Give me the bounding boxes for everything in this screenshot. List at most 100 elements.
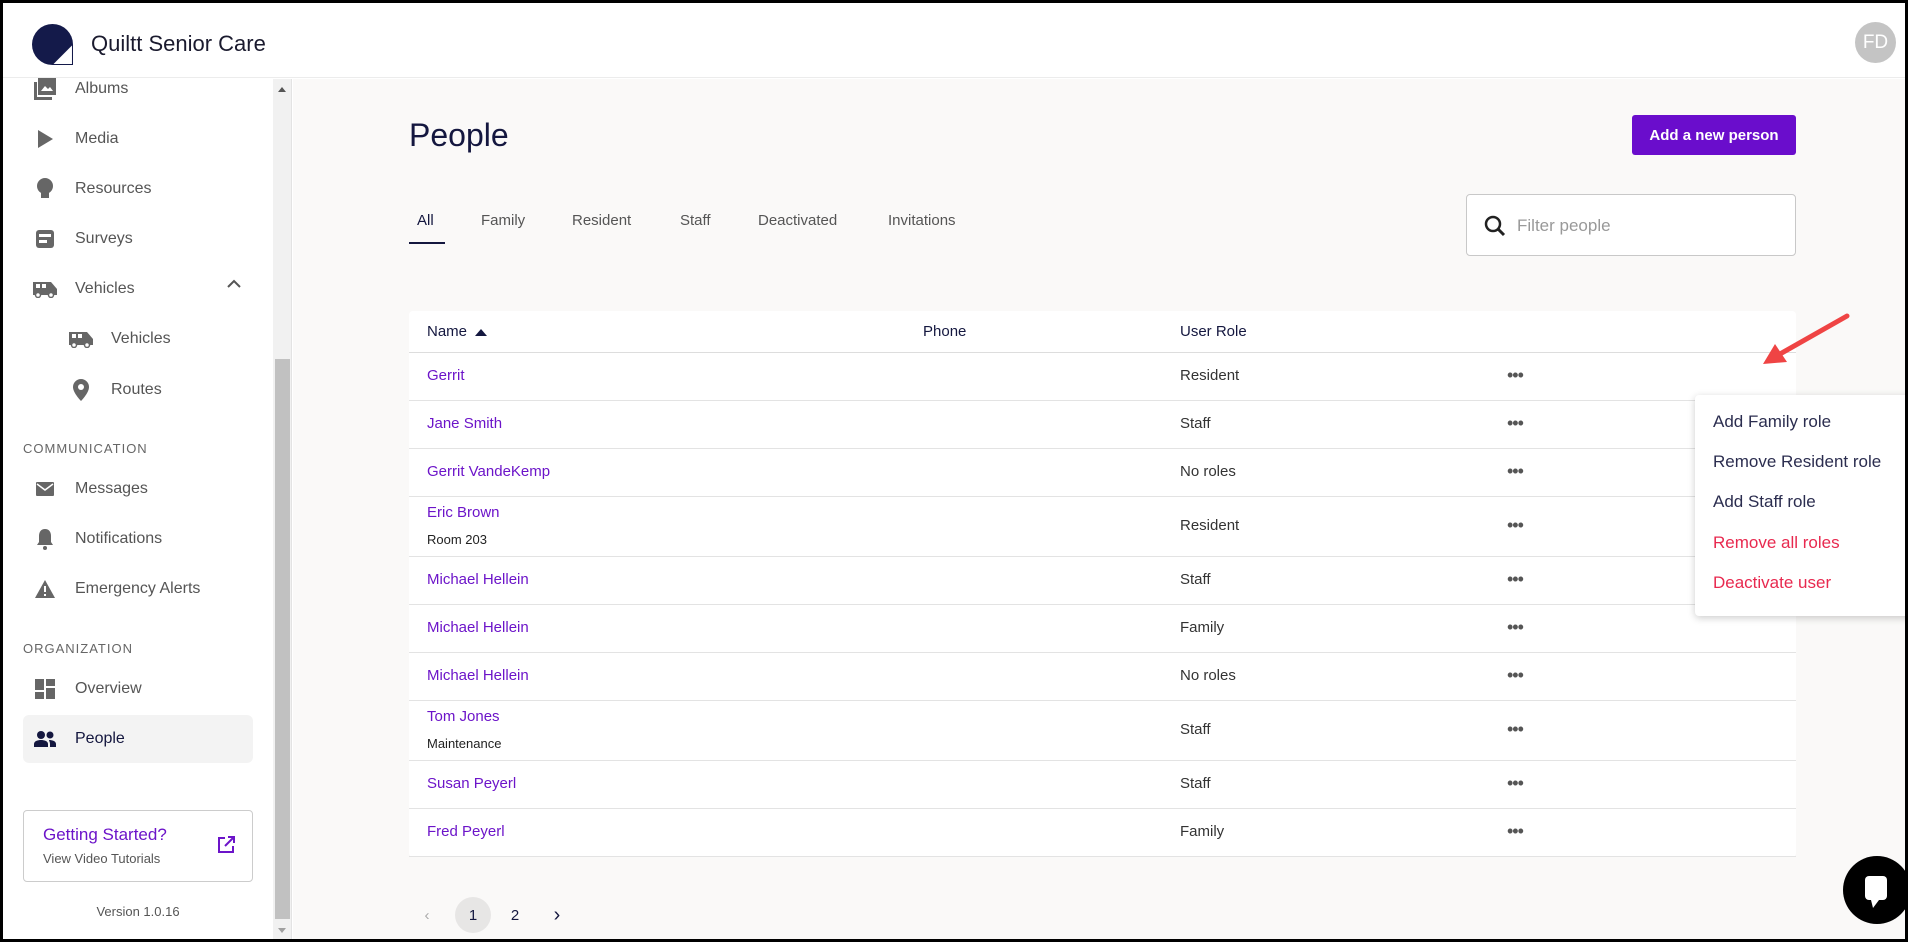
quiltt-logo (32, 24, 73, 65)
sidebar-item-messages[interactable]: Messages (23, 465, 253, 513)
more-options-icon[interactable]: ••• (1507, 719, 1524, 739)
tab-deactivated[interactable]: Deactivated (758, 212, 838, 229)
table-row: Jane Smith Staff ••• (409, 401, 1796, 449)
scroll-down-arrow-icon[interactable] (278, 928, 286, 933)
person-name-link[interactable]: Gerrit (427, 367, 465, 384)
scrollbar-thumb[interactable] (275, 359, 290, 919)
sidebar-item-label: People (75, 730, 125, 747)
more-options-icon[interactable]: ••• (1507, 569, 1524, 589)
page-2-button[interactable]: 2 (510, 906, 520, 924)
sidebar-item-resources[interactable]: Resources (23, 165, 253, 213)
table-row: Fred Peyerl Family ••• (409, 809, 1796, 857)
column-name-header[interactable]: Name (427, 323, 488, 340)
dashboard-icon (33, 677, 57, 701)
sidebar-item-label: Surveys (75, 230, 133, 247)
sidebar-item-emergency-alerts[interactable]: Emergency Alerts (23, 565, 253, 613)
more-options-icon[interactable]: ••• (1507, 365, 1524, 385)
chat-launcher-button[interactable] (1843, 856, 1905, 924)
person-name-link[interactable]: Michael Hellein (427, 619, 529, 636)
sidebar-item-notifications[interactable]: Notifications (23, 515, 253, 563)
mail-icon (33, 477, 57, 501)
person-subtitle: Room 203 (427, 532, 487, 547)
sidebar-item-label: Routes (111, 381, 162, 398)
tab-all[interactable]: All (417, 212, 434, 229)
menu-item-add-family-role[interactable]: Add Family role (1713, 412, 1832, 431)
van-icon (69, 327, 93, 351)
page-1-button[interactable]: 1 (455, 897, 491, 933)
chevron-up-icon[interactable] (227, 279, 241, 289)
sidebar-item-overview[interactable]: Overview (23, 665, 253, 713)
more-options-icon[interactable]: ••• (1507, 461, 1524, 481)
albums-icon (33, 77, 57, 101)
van-icon (33, 277, 57, 301)
sidebar-item-vehicles-sub[interactable]: Vehicles (23, 315, 253, 363)
people-table: Name Phone User Role Gerrit Resident ••• Ja… (409, 311, 1796, 857)
user-role: Staff (1180, 775, 1211, 792)
table-row: Michael Hellein No roles ••• (409, 653, 1796, 701)
add-new-person-button[interactable]: Add a new person (1632, 115, 1796, 155)
sort-ascending-icon (475, 329, 488, 336)
sidebar-item-label: Resources (75, 180, 152, 197)
sidebar-item-media[interactable]: Media (23, 115, 253, 163)
section-organization: ORGANIZATION (23, 641, 133, 656)
menu-item-remove-resident-role[interactable]: Remove Resident role (1713, 452, 1882, 471)
tab-invitations[interactable]: Invitations (888, 212, 956, 229)
active-tab-indicator (409, 242, 445, 244)
column-phone-header: Phone (923, 323, 967, 340)
table-row: Gerrit Resident ••• (409, 353, 1796, 401)
sidebar-scrollbar[interactable] (273, 79, 292, 939)
filter-people-input[interactable] (1517, 213, 1777, 239)
warning-icon (33, 577, 57, 601)
tab-staff[interactable]: Staff (680, 212, 711, 229)
table-row: Tom Jones Maintenance Staff ••• (409, 701, 1796, 761)
sidebar-item-albums[interactable]: Albums (23, 65, 253, 113)
more-options-icon[interactable]: ••• (1507, 821, 1524, 841)
sidebar-item-vehicles[interactable]: Vehicles (23, 265, 253, 313)
user-role: Family (1180, 619, 1225, 636)
more-options-icon[interactable]: ••• (1507, 515, 1524, 535)
person-name-link[interactable]: Michael Hellein (427, 571, 529, 588)
person-name-link[interactable]: Gerrit VandeKemp (427, 463, 551, 480)
avatar[interactable]: FD (1855, 22, 1896, 63)
play-icon (33, 127, 57, 151)
person-subtitle: Maintenance (427, 736, 502, 751)
prev-page-chevron-icon[interactable]: ‹ (424, 906, 430, 924)
getting-started-card[interactable]: Getting Started? View Video Tutorials (23, 810, 253, 882)
table-row: Michael Hellein Staff ••• (409, 557, 1796, 605)
person-name-link[interactable]: Susan Peyerl (427, 775, 517, 792)
sidebar-item-routes[interactable]: Routes (23, 366, 253, 414)
table-row: Michael Hellein Family ••• (409, 605, 1796, 653)
bell-icon (33, 527, 57, 551)
annotation-arrow-icon (1763, 313, 1850, 364)
menu-item-remove-all-roles[interactable]: Remove all roles (1713, 533, 1840, 552)
filter-people-field[interactable] (1466, 194, 1796, 256)
menu-item-deactivate-user[interactable]: Deactivate user (1713, 573, 1832, 592)
tab-family[interactable]: Family (481, 212, 526, 229)
more-options-icon[interactable]: ••• (1507, 665, 1524, 685)
more-options-icon[interactable]: ••• (1507, 413, 1524, 433)
more-options-icon[interactable]: ••• (1507, 773, 1524, 793)
tab-resident[interactable]: Resident (572, 212, 632, 229)
person-name-link[interactable]: Eric Brown (427, 504, 500, 521)
person-name-link[interactable]: Fred Peyerl (427, 823, 505, 840)
sidebar-item-label: Vehicles (75, 280, 135, 297)
table-header: Name Phone User Role (409, 311, 1796, 353)
sidebar-item-people[interactable]: People (23, 715, 253, 763)
table-row: Gerrit VandeKemp No roles ••• (409, 449, 1796, 497)
person-name-link[interactable]: Tom Jones (427, 708, 500, 725)
menu-item-add-staff-role[interactable]: Add Staff role (1713, 492, 1816, 511)
lightbulb-icon (33, 177, 57, 201)
sidebar-item-surveys[interactable]: Surveys (23, 215, 253, 263)
location-pin-icon (69, 378, 93, 402)
scroll-up-arrow-icon[interactable] (278, 87, 286, 92)
next-page-chevron-icon[interactable]: › (553, 903, 561, 926)
more-options-icon[interactable]: ••• (1507, 617, 1524, 637)
external-link-icon (218, 836, 235, 853)
person-name-link[interactable]: Jane Smith (427, 415, 503, 432)
sidebar-item-label: Notifications (75, 530, 163, 547)
getting-started-subtitle: View Video Tutorials (43, 851, 161, 866)
getting-started-title: Getting Started? (43, 825, 167, 844)
sidebar-item-label: Vehicles (111, 330, 171, 347)
row-actions-menu: Add Family role Remove Resident role Add… (1695, 395, 1905, 616)
person-name-link[interactable]: Michael Hellein (427, 667, 529, 684)
